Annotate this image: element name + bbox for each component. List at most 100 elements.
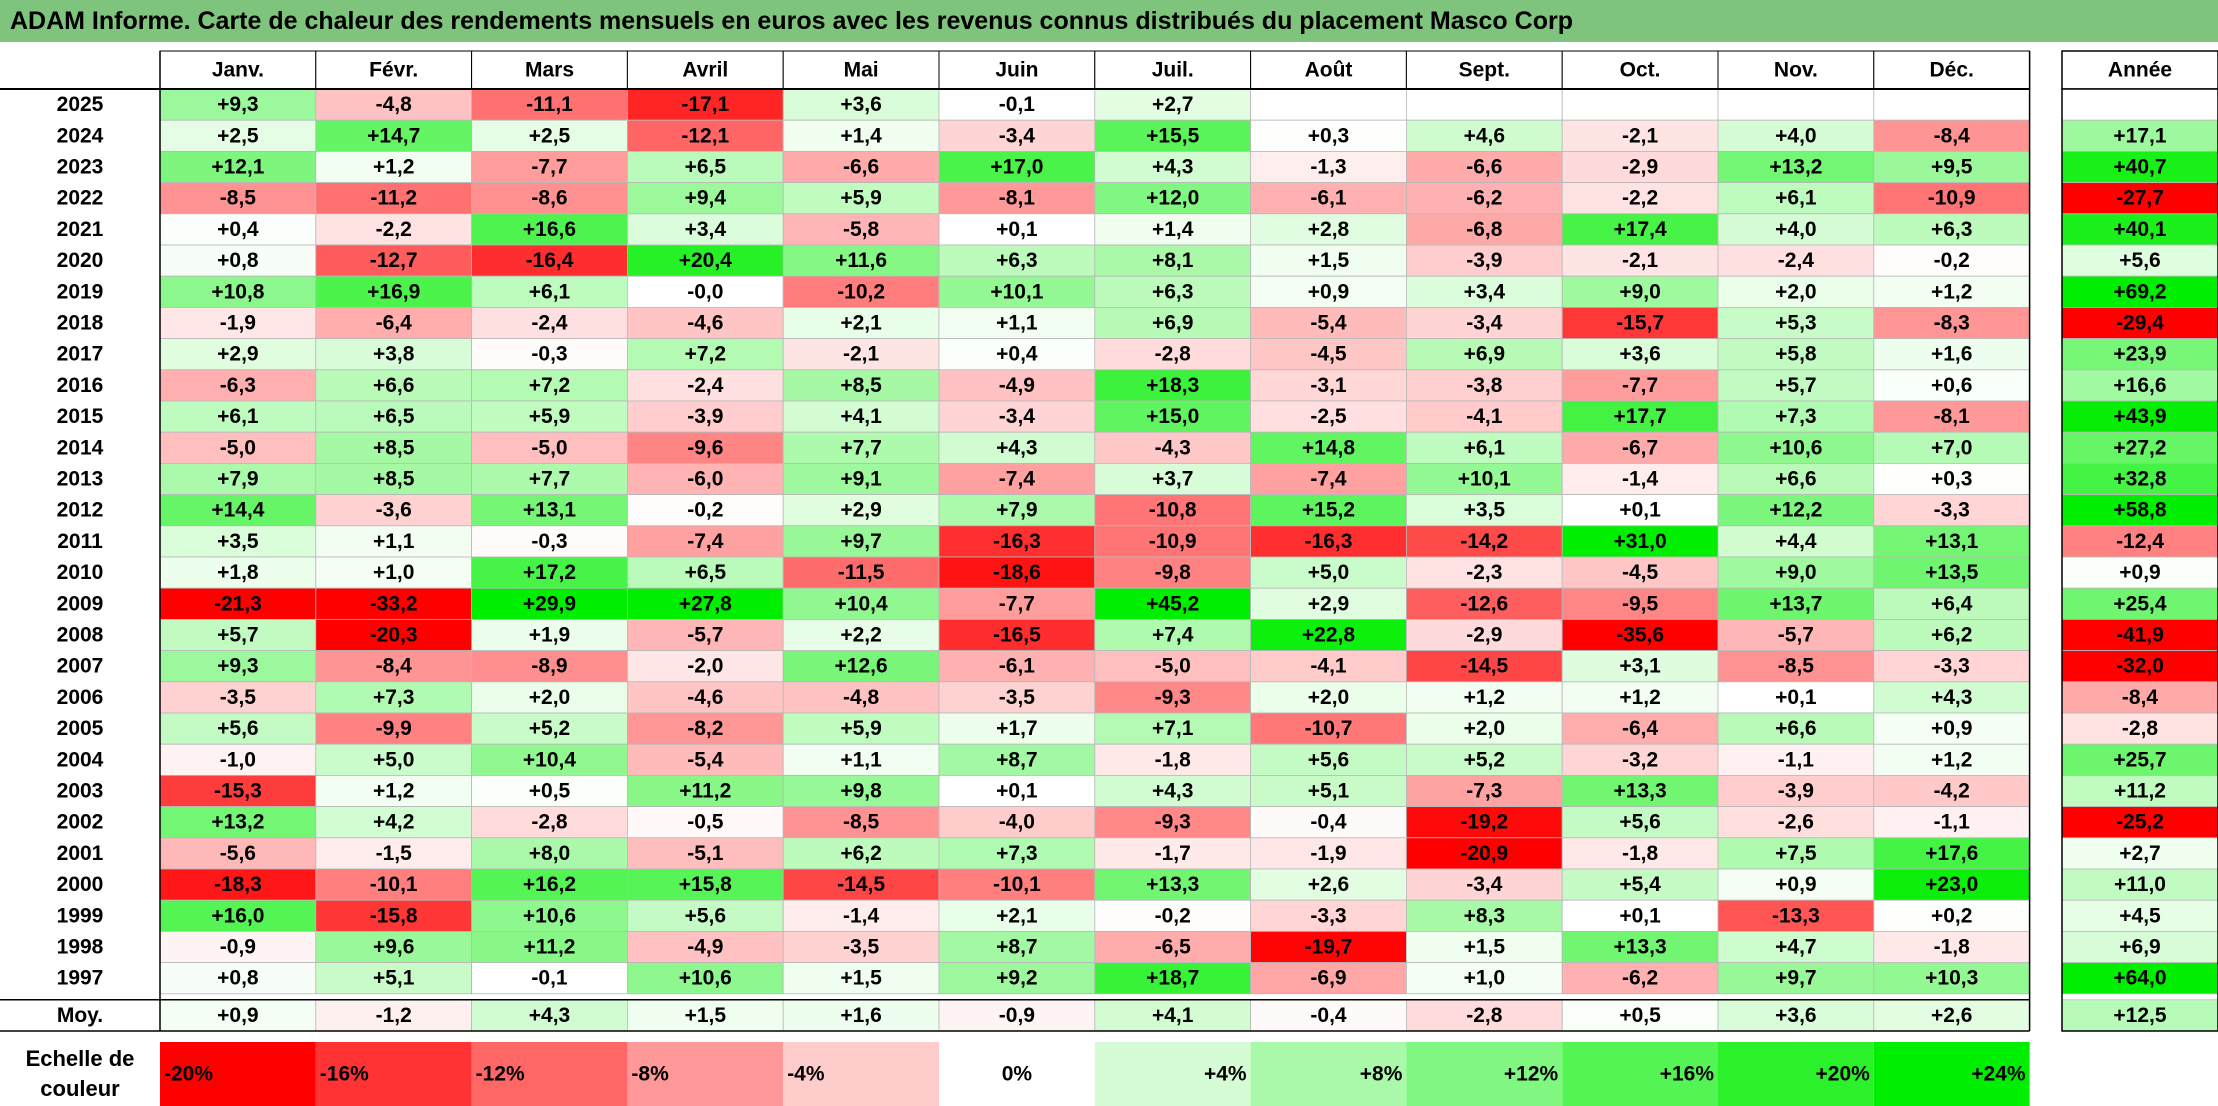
cell-value: -9,5 — [1622, 592, 1659, 615]
heatmap-cell — [1873, 868, 2031, 901]
heatmap-cell — [159, 88, 317, 121]
heatmap-cell — [1717, 306, 1875, 339]
heatmap-cell — [1250, 837, 1407, 870]
annual-cell — [2061, 431, 2218, 464]
cell-value: -0,1 — [531, 967, 568, 990]
heatmap-cell — [1717, 962, 1875, 995]
heatmap-cell — [159, 868, 317, 901]
color-scale-swatch — [1562, 1042, 1718, 1106]
heatmap-cell — [938, 275, 1096, 308]
cell-value: -3,4 — [1466, 312, 1503, 335]
annual-value: +2,7 — [2119, 842, 2160, 865]
cell-value: +18,7 — [1146, 967, 1199, 990]
annual-value: +16,6 — [2113, 374, 2166, 397]
heatmap-cell — [1561, 88, 1719, 121]
cell-value: -4,2 — [1934, 780, 1970, 803]
month-header-cell — [1250, 50, 1407, 90]
heatmap-cell — [1873, 806, 2031, 839]
heatmap-cell — [1094, 556, 1252, 589]
heatmap-cell — [1094, 587, 1252, 620]
average-value: +1,5 — [685, 1004, 727, 1027]
heatmap-cell — [471, 619, 628, 652]
cell-value: +17,7 — [1614, 405, 1667, 428]
cell-value: +6,6 — [1775, 468, 1816, 491]
heatmap-cell — [315, 962, 472, 995]
cell-value: -9,3 — [1155, 811, 1191, 834]
cell-value: +16,6 — [523, 218, 576, 241]
cell-value: +1,1 — [996, 312, 1038, 335]
cell-value: +15,0 — [1146, 405, 1199, 428]
cell-value: +15,5 — [1146, 124, 1199, 147]
heatmap-cell — [1406, 244, 1563, 277]
cell-value: -4,6 — [687, 686, 723, 709]
heatmap-cell — [938, 619, 1096, 652]
color-scale-swatch — [939, 1042, 1095, 1106]
annual-value: +6,9 — [2119, 936, 2160, 959]
heatmap-cell — [782, 306, 940, 339]
cell-value: +8,5 — [373, 468, 415, 491]
heatmap-cell — [159, 619, 317, 652]
cell-value: +17,0 — [990, 156, 1043, 179]
heatmap-cell — [471, 150, 628, 183]
year-label: 2023 — [57, 156, 104, 179]
average-value: +0,5 — [1619, 1004, 1661, 1027]
heatmap-cell — [315, 899, 472, 932]
heatmap-cell — [315, 150, 472, 183]
cell-value: -0,3 — [531, 530, 567, 553]
cell-value: -2,4 — [531, 312, 568, 335]
heatmap-cell — [627, 494, 784, 527]
cell-value: +6,4 — [1931, 592, 1973, 615]
heatmap-cell — [1250, 369, 1407, 402]
heatmap-cell — [938, 431, 1096, 464]
month-header: Juin — [995, 59, 1038, 82]
cell-value: +13,3 — [1614, 936, 1667, 959]
color-scale-step-label: -8% — [631, 1063, 669, 1086]
cell-value: +2,9 — [840, 499, 881, 522]
year-label: 2024 — [57, 124, 104, 147]
heatmap-cell — [1250, 743, 1407, 776]
cell-value: -10,1 — [370, 873, 418, 896]
month-header-cell — [938, 50, 1096, 90]
heatmap-cell — [938, 306, 1096, 339]
heatmap-cell — [159, 306, 317, 339]
annual-value: +25,4 — [2113, 592, 2166, 615]
heatmap-cell — [1250, 400, 1407, 433]
cell-value: +14,4 — [211, 499, 264, 522]
heatmap-cell — [1873, 88, 2031, 121]
cell-value: +3,1 — [1619, 655, 1661, 678]
cell-value: +2,0 — [1308, 686, 1349, 709]
heatmap-cell — [471, 525, 628, 558]
cell-value: +1,5 — [840, 967, 882, 990]
heatmap-cell — [938, 244, 1096, 277]
year-label: 1997 — [57, 967, 104, 990]
cell-value: -3,3 — [1934, 655, 1970, 678]
heatmap-cell — [471, 213, 628, 246]
cell-value: +10,1 — [990, 280, 1043, 303]
cell-value: +11,2 — [524, 936, 576, 959]
cell-value: -19,2 — [1460, 811, 1508, 834]
annual-cell — [2061, 712, 2218, 745]
cell-value: -2,9 — [1622, 156, 1658, 179]
heatmap-cell — [1717, 400, 1875, 433]
cell-value: +3,5 — [217, 530, 259, 553]
cell-value: +2,1 — [996, 904, 1038, 927]
heatmap-cell — [159, 244, 317, 277]
heatmap-cell — [471, 556, 628, 589]
heatmap-cell — [1094, 494, 1252, 527]
cell-value: +0,5 — [529, 780, 571, 803]
heatmap-cell — [471, 494, 628, 527]
cell-value: +0,1 — [996, 780, 1038, 803]
heatmap-cell — [1873, 899, 2031, 932]
heatmap-cell — [315, 182, 472, 215]
cell-value: -8,5 — [220, 187, 257, 210]
cell-value: +9,7 — [840, 530, 881, 553]
cell-value: +5,4 — [1619, 873, 1661, 896]
cell-value: +0,4 — [996, 343, 1038, 366]
heatmap-cell — [1250, 244, 1407, 277]
cell-value: +29,9 — [523, 592, 576, 615]
heatmap-cell — [1094, 743, 1252, 776]
average-value: -2,8 — [1466, 1004, 1503, 1027]
cell-value: -10,8 — [1149, 499, 1197, 522]
month-header: Août — [1305, 59, 1353, 82]
cell-value: -13,3 — [1772, 904, 1820, 927]
